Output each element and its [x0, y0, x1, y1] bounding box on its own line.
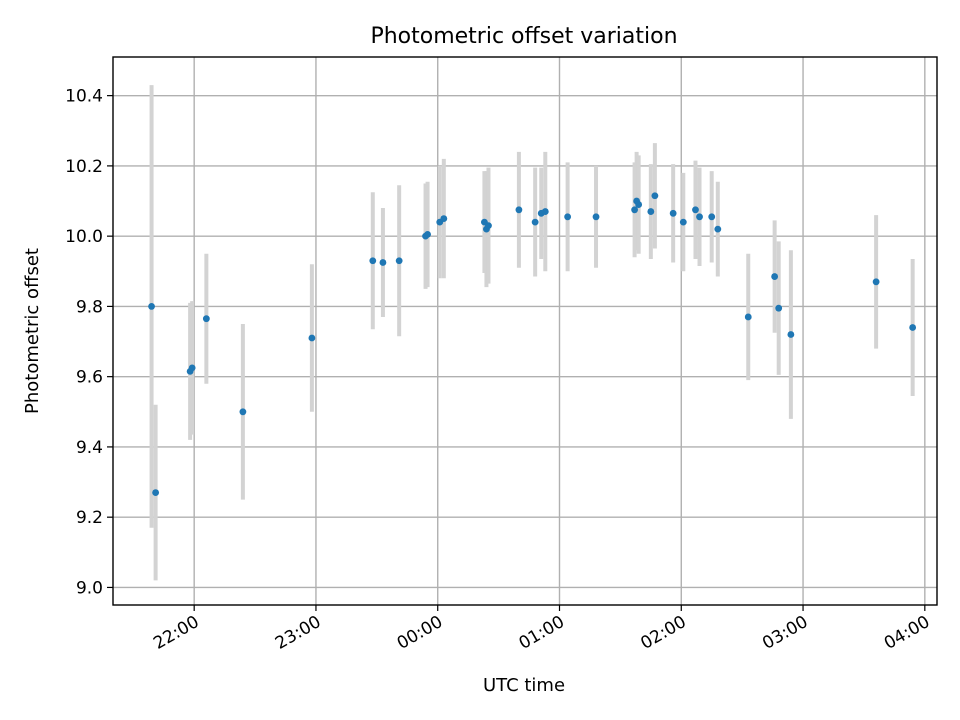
data-point — [485, 222, 492, 230]
y-tick-label: 10.2 — [65, 157, 103, 177]
x-tick-label: 22:00 — [150, 612, 202, 654]
x-tick-label: 01:00 — [516, 612, 568, 654]
data-point — [775, 304, 783, 312]
data-point — [440, 215, 448, 222]
data-point — [515, 206, 523, 214]
data-point — [424, 230, 431, 238]
data-point — [771, 273, 779, 280]
data-point — [188, 364, 196, 372]
plot-frame — [112, 56, 938, 606]
x-tick-label: 00:00 — [394, 612, 446, 654]
data-point — [692, 206, 699, 214]
data-point — [787, 331, 795, 338]
data-point — [708, 213, 716, 221]
data-point — [152, 489, 160, 496]
data-point — [541, 208, 549, 215]
x-axis-label: UTC time — [483, 675, 565, 696]
error-bars — [149, 85, 915, 581]
chart-title: Photometric offset variation — [370, 24, 677, 49]
x-tick-label: 03:00 — [759, 612, 811, 654]
x-tick-label: 02:00 — [637, 612, 689, 654]
grid-lines — [113, 57, 937, 605]
y-tick-label: 9.8 — [76, 297, 103, 317]
y-tick-label: 10.4 — [65, 87, 103, 107]
data-point — [635, 201, 643, 208]
data-point — [744, 313, 752, 321]
data-point — [202, 315, 210, 323]
data-point — [369, 257, 377, 265]
x-tick-label: 23:00 — [272, 612, 324, 654]
data-point — [631, 206, 638, 214]
y-tick-label: 9.6 — [76, 368, 103, 388]
data-point — [696, 213, 703, 221]
data-point — [564, 213, 572, 221]
y-tick-label: 10.0 — [65, 227, 103, 247]
data-point — [647, 208, 655, 215]
y-tick-label: 9.0 — [76, 578, 103, 598]
x-axis-ticks: 22:00 23:00 00:00 01:00 02:00 03:00 04:00 — [150, 605, 933, 654]
y-tick-label: 9.4 — [76, 438, 103, 458]
data-point — [714, 225, 722, 233]
data-point — [909, 324, 917, 331]
data-point — [148, 303, 155, 310]
y-axis-label: Photometric offset — [22, 248, 43, 414]
data-points — [148, 192, 917, 496]
data-point — [592, 213, 600, 221]
data-point — [531, 218, 539, 226]
data-point — [308, 334, 316, 342]
data-point — [379, 259, 387, 266]
data-point — [395, 257, 403, 265]
data-point — [669, 209, 677, 217]
data-point — [651, 192, 659, 200]
x-tick-label: 04:00 — [881, 612, 933, 654]
data-point — [679, 218, 687, 226]
y-tick-label: 9.2 — [76, 508, 103, 528]
data-point — [239, 408, 247, 416]
data-point — [872, 278, 880, 286]
y-axis-ticks: 9.0 9.2 9.4 9.6 9.8 10.0 10.2 10.4 — [65, 87, 113, 598]
